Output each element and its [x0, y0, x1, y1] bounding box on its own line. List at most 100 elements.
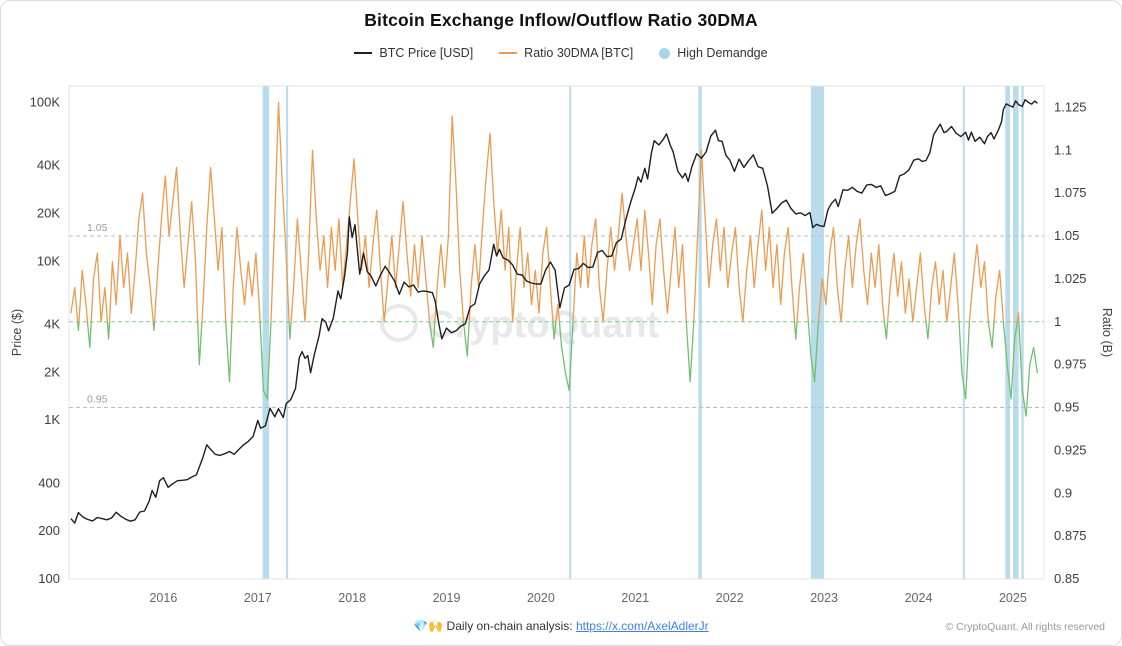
ratio-segment-above-1 [153, 166, 199, 322]
ratio-segment-below-1 [925, 321, 930, 340]
ratio-segment-below-1 [558, 321, 574, 392]
ratio-segment-above-1 [886, 252, 927, 323]
ratio-segment-above-1 [270, 101, 290, 322]
left-axis-title: Price ($) [10, 309, 24, 356]
high-demand-bar [698, 86, 702, 579]
chart-legend: BTC Price [USD] Ratio 30DMA [BTC] High Dem… [1, 46, 1121, 60]
left-tick-label: 2K [44, 364, 60, 379]
right-tick-label: 0.9 [1054, 485, 1072, 500]
x-tick-label: 2019 [433, 591, 461, 605]
ratio-segment-below-1 [685, 321, 695, 383]
left-tick-label: 400 [38, 475, 60, 490]
left-tick-label: 100K [30, 95, 61, 110]
ratio-segment-above-1 [468, 132, 554, 323]
footer-text: Daily on-chain analysis: [443, 619, 576, 633]
btc-price-line [70, 99, 1038, 524]
legend-label: Ratio 30DMA [BTC] [524, 46, 634, 60]
right-tick-label: 0.95 [1054, 400, 1079, 415]
ratio-segment-above-1 [693, 149, 796, 323]
reference-line-label: 0.95 [87, 394, 108, 406]
x-tick-label: 2016 [149, 591, 177, 605]
left-tick-label: 1K [44, 412, 60, 427]
legend-line-swatch [354, 51, 373, 55]
x-tick-label: 2021 [621, 591, 649, 605]
ratio-segment-below-1 [807, 321, 820, 383]
legend-item-btc-price-usd-[interactable]: BTC Price [USD] [354, 46, 473, 60]
x-tick-label: 2018 [338, 591, 366, 605]
legend-label: BTC Price [USD] [379, 46, 474, 60]
x-axis-ticks: 2016 2017 2018 2019 2020 2021 2022 2023 2024 2025 [149, 591, 1026, 605]
ratio-30dma-line [70, 101, 1039, 417]
left-tick-label: 200 [38, 523, 60, 538]
high-demand-bar [1021, 86, 1024, 579]
reference-line-label: 1.05 [87, 222, 108, 234]
right-tick-label: 1.125 [1054, 99, 1087, 114]
chart-title: Bitcoin Exchange Inflow/Outflow Ratio 30… [364, 10, 758, 30]
ratio-segment-above-1 [70, 286, 79, 322]
ratio-segment-below-1 [86, 321, 92, 349]
left-axis-ticks: 100 200 400 1K 2K 4K 10K 20K 40K 100K [30, 95, 61, 587]
right-tick-label: 1.1 [1054, 142, 1072, 157]
ratio-segment-above-1 [201, 166, 227, 322]
ratio-segment-below-1 [259, 321, 272, 400]
left-tick-label: 100 [38, 571, 60, 586]
legend-dot-swatch [659, 47, 671, 59]
x-tick-label: 2020 [527, 591, 555, 605]
plot-border [68, 85, 1045, 580]
ratio-segment-below-1 [462, 321, 470, 357]
x-tick-label: 2017 [244, 591, 272, 605]
right-axis-title: Ratio (B) [1100, 308, 1114, 357]
copyright-text: © CryptoQuant. All rights reserved [945, 621, 1105, 633]
diamond-hands-emoji: 💎🙌 [413, 619, 444, 633]
ratio-segment-below-1 [197, 321, 203, 366]
high-demand-bar [962, 86, 965, 579]
right-tick-label: 1 [1054, 314, 1061, 329]
ratio-segment-above-1 [78, 269, 89, 322]
ratio-segment-above-1 [434, 115, 465, 322]
right-axis-ticks: 0.85 0.875 0.9 0.925 0.95 0.975 1 1.025 1.05 1.07… [1054, 99, 1087, 586]
left-tick-label: 40K [37, 158, 60, 173]
legend-item-high-demandge[interactable]: High Demandge [659, 46, 768, 60]
ratio-segment-above-1 [1016, 312, 1020, 322]
legend-item-ratio-30dma-btc-[interactable]: Ratio 30DMA [BTC] [499, 46, 633, 60]
high-demand-bar [569, 86, 572, 579]
x-tick-label: 2023 [810, 591, 838, 605]
ratio-segment-below-1 [987, 321, 995, 349]
right-tick-label: 0.925 [1054, 442, 1087, 457]
legend-label: High Demandge [677, 46, 768, 60]
ratio-segment-below-1 [793, 321, 798, 340]
ratio-segment-below-1 [152, 321, 156, 332]
left-tick-label: 20K [37, 206, 60, 221]
x-tick-label: 2025 [999, 591, 1027, 605]
ratio-segment-above-1 [231, 226, 261, 322]
ratio-segment-below-1 [552, 321, 557, 340]
ratio-segment-below-1 [77, 321, 80, 332]
ratio-segment-above-1 [968, 243, 989, 322]
x-tick-label: 2024 [905, 591, 933, 605]
ratio-segment-below-1 [1002, 321, 1018, 400]
ratio-segment-below-1 [428, 321, 436, 349]
right-tick-label: 0.85 [1054, 571, 1079, 586]
high-demand-bar [286, 86, 289, 579]
ratio-segment-above-1 [290, 149, 431, 323]
legend-line-swatch [499, 51, 518, 55]
right-tick-label: 1.05 [1054, 228, 1079, 243]
ratio-segment-below-1 [288, 321, 292, 340]
left-tick-label: 4K [44, 317, 60, 332]
right-tick-label: 0.975 [1054, 357, 1087, 372]
ratio-segment-below-1 [106, 321, 111, 340]
x-tick-label: 2022 [716, 591, 744, 605]
ratio-segment-below-1 [958, 321, 971, 400]
right-tick-label: 1.025 [1054, 271, 1087, 286]
cryptoquant-watermark: CryptoQuant [380, 304, 660, 346]
ratio-segment-above-1 [928, 252, 960, 323]
ratio-segment-below-1 [225, 321, 233, 383]
ratio-segment-above-1 [796, 252, 810, 322]
left-tick-label: 10K [37, 253, 60, 268]
footer-link[interactable]: https://x.com/AxelAdlerJr [575, 619, 709, 633]
high-demand-bar [262, 86, 270, 579]
right-tick-label: 1.075 [1054, 185, 1087, 200]
ratio-segment-below-1 [1018, 321, 1039, 417]
ratio-segment-above-1 [572, 192, 687, 323]
